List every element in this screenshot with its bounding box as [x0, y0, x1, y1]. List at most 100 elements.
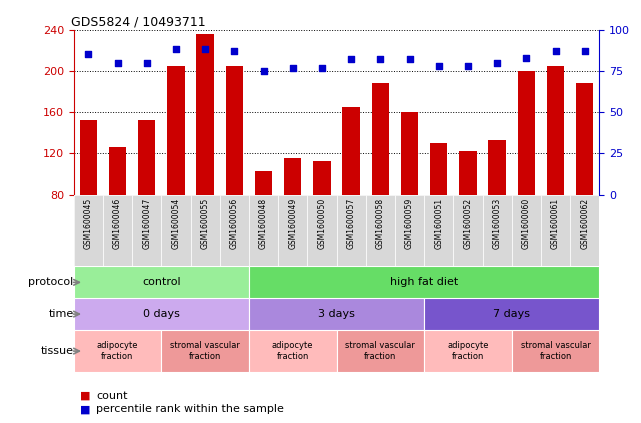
Text: GDS5824 / 10493711: GDS5824 / 10493711	[71, 16, 206, 28]
Bar	[541, 195, 570, 266]
Text: adipocyte
fraction: adipocyte fraction	[97, 341, 138, 361]
Bar	[430, 143, 447, 277]
Text: high fat diet: high fat diet	[390, 277, 458, 287]
Point	[375, 56, 385, 63]
Point	[433, 63, 444, 69]
Text: GSM1600058: GSM1600058	[376, 198, 385, 249]
Text: adipocyte
fraction: adipocyte fraction	[272, 341, 313, 361]
Text: GSM1600062: GSM1600062	[580, 198, 589, 249]
Bar	[103, 195, 132, 266]
Bar	[190, 195, 220, 266]
Bar	[372, 83, 389, 277]
Bar	[576, 83, 594, 277]
Point	[317, 64, 327, 71]
Point	[346, 56, 356, 63]
Text: GSM1600059: GSM1600059	[405, 198, 414, 250]
Bar	[74, 195, 103, 266]
Bar	[307, 195, 337, 266]
Bar	[366, 195, 395, 266]
Bar	[162, 195, 190, 266]
Text: 0 days: 0 days	[143, 309, 179, 319]
Text: GSM1600050: GSM1600050	[317, 198, 326, 250]
Bar	[570, 195, 599, 266]
Bar	[74, 330, 162, 372]
Text: GSM1600057: GSM1600057	[347, 198, 356, 250]
Bar	[337, 330, 424, 372]
Bar	[512, 330, 599, 372]
Bar	[162, 330, 249, 372]
Text: GSM1600052: GSM1600052	[463, 198, 472, 249]
Bar	[79, 120, 97, 277]
Point	[579, 48, 590, 55]
Bar	[453, 195, 483, 266]
Point	[229, 48, 240, 55]
Bar	[337, 195, 366, 266]
Bar	[313, 161, 331, 277]
Point	[83, 51, 94, 58]
Bar	[109, 147, 126, 277]
Point	[142, 59, 152, 66]
Bar	[488, 140, 506, 277]
Text: stromal vascular
fraction: stromal vascular fraction	[345, 341, 415, 361]
Bar	[284, 159, 301, 277]
Point	[463, 63, 473, 69]
Bar	[249, 195, 278, 266]
Text: GSM1600048: GSM1600048	[259, 198, 268, 249]
Bar	[547, 66, 564, 277]
Point	[112, 59, 122, 66]
Text: GSM1600056: GSM1600056	[230, 198, 239, 250]
Bar	[395, 195, 424, 266]
Point	[200, 46, 210, 53]
Point	[551, 48, 561, 55]
Point	[288, 64, 298, 71]
Bar	[424, 195, 453, 266]
Bar	[138, 120, 156, 277]
Text: GSM1600054: GSM1600054	[171, 198, 180, 250]
Text: stromal vascular
fraction: stromal vascular fraction	[170, 341, 240, 361]
Bar	[249, 266, 599, 298]
Bar	[132, 195, 162, 266]
Bar	[278, 195, 307, 266]
Bar	[74, 266, 249, 298]
Bar	[483, 195, 512, 266]
Text: 7 days: 7 days	[493, 309, 530, 319]
Text: GSM1600055: GSM1600055	[201, 198, 210, 250]
Bar	[459, 151, 477, 277]
Bar	[254, 171, 272, 277]
Bar	[424, 330, 512, 372]
Text: adipocyte
fraction: adipocyte fraction	[447, 341, 488, 361]
Point	[521, 54, 531, 61]
Bar	[226, 66, 243, 277]
Point	[492, 59, 503, 66]
Bar	[424, 298, 599, 330]
Text: 3 days: 3 days	[318, 309, 355, 319]
Text: GSM1600046: GSM1600046	[113, 198, 122, 250]
Text: ■: ■	[80, 390, 90, 401]
Text: time: time	[49, 309, 74, 319]
Text: GSM1600049: GSM1600049	[288, 198, 297, 250]
Bar	[196, 34, 214, 277]
Bar	[517, 71, 535, 277]
Text: tissue: tissue	[41, 346, 74, 356]
Text: stromal vascular
fraction: stromal vascular fraction	[520, 341, 590, 361]
Bar	[342, 107, 360, 277]
Text: percentile rank within the sample: percentile rank within the sample	[96, 404, 284, 415]
Bar	[167, 66, 185, 277]
Point	[404, 56, 415, 63]
Bar	[249, 330, 337, 372]
Point	[171, 46, 181, 53]
Text: GSM1600060: GSM1600060	[522, 198, 531, 250]
Text: GSM1600051: GSM1600051	[434, 198, 443, 249]
Bar	[74, 298, 249, 330]
Text: GSM1600045: GSM1600045	[84, 198, 93, 250]
Bar	[220, 195, 249, 266]
Text: GSM1600061: GSM1600061	[551, 198, 560, 249]
Text: count: count	[96, 390, 128, 401]
Text: control: control	[142, 277, 181, 287]
Bar	[401, 112, 419, 277]
Bar	[512, 195, 541, 266]
Text: GSM1600053: GSM1600053	[493, 198, 502, 250]
Text: GSM1600047: GSM1600047	[142, 198, 151, 250]
Bar	[249, 298, 424, 330]
Text: ■: ■	[80, 404, 90, 415]
